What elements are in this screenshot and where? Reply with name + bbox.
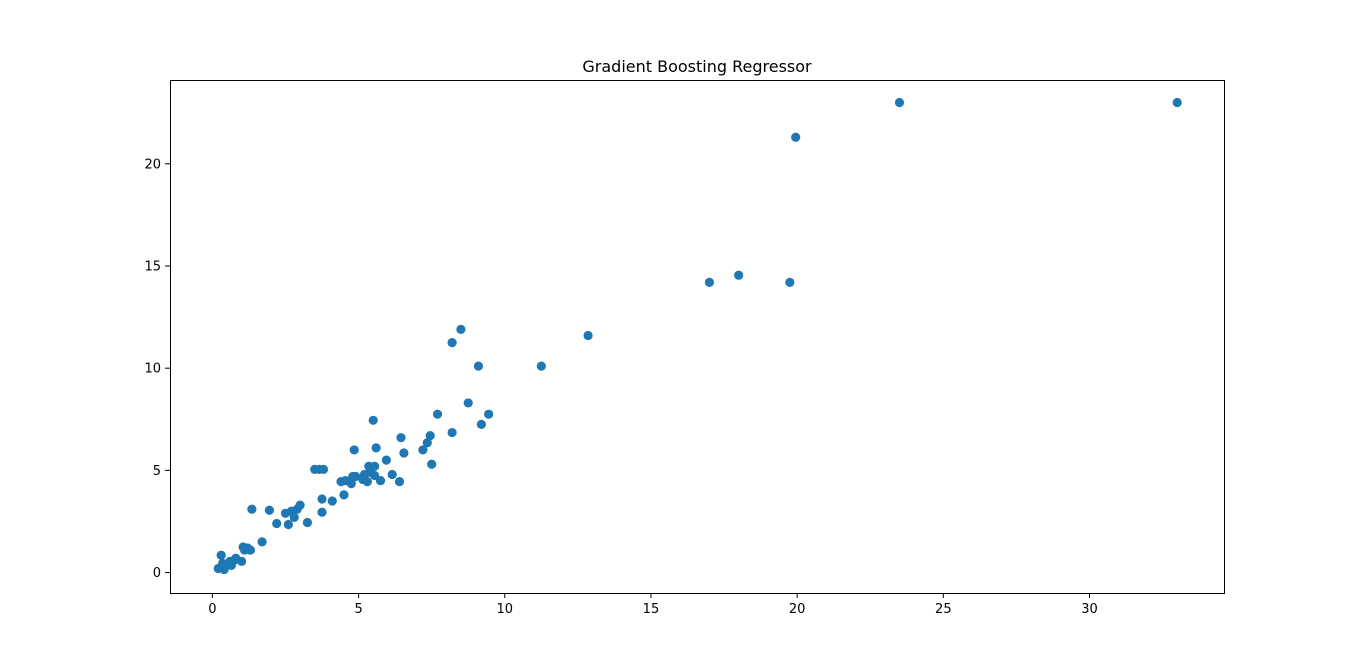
x-axis: 0 5 10 15 20 25 30 <box>208 593 1098 617</box>
scatter-point <box>368 415 378 425</box>
scatter-point <box>396 433 406 443</box>
scatter-point <box>216 550 226 560</box>
scatter-point <box>346 479 356 489</box>
scatter-point <box>704 277 715 287</box>
scatter-point <box>422 438 432 448</box>
scatter-point <box>432 409 443 419</box>
scatter-point <box>734 270 744 280</box>
scatter-point <box>425 431 435 441</box>
scatter-point <box>302 517 313 528</box>
chart-title: Gradient Boosting Regressor <box>582 57 812 76</box>
scatter-point <box>375 475 386 486</box>
scatter-point <box>371 443 381 453</box>
scatter-point <box>289 512 299 522</box>
y-tick-label: 20 <box>144 157 161 172</box>
y-tick-label: 0 <box>153 566 161 581</box>
scatter-point <box>283 519 294 530</box>
scatter-point <box>785 277 795 287</box>
y-axis: 0 5 10 15 20 <box>144 157 170 581</box>
scatter-point <box>399 448 409 458</box>
scatter-point <box>245 545 256 555</box>
scatter-point <box>418 445 428 455</box>
scatter-point <box>339 490 349 500</box>
scatter-point <box>536 361 546 371</box>
scatter-point <box>318 464 329 474</box>
scatter-point <box>484 409 494 419</box>
x-tick-label: 15 <box>643 602 660 617</box>
scatter-point <box>476 419 486 429</box>
scatter-point <box>349 445 359 455</box>
x-tick-label: 30 <box>1081 602 1098 617</box>
scatter-point <box>237 556 247 566</box>
y-tick-label: 5 <box>153 464 161 479</box>
scatter-point <box>447 427 457 438</box>
scatter-point <box>791 132 801 142</box>
scatter-point <box>247 504 257 514</box>
scatter-point <box>351 471 361 482</box>
scatter-points <box>213 97 1182 575</box>
scatter-point <box>387 469 397 480</box>
y-tick-label: 10 <box>144 362 161 377</box>
scatter-point <box>362 477 372 487</box>
scatter-point <box>264 505 275 515</box>
x-tick-label: 5 <box>354 602 362 617</box>
y-tick-label: 15 <box>144 259 161 274</box>
scatter-point <box>583 330 593 341</box>
scatter-point <box>394 477 405 487</box>
scatter-point <box>456 324 466 334</box>
scatter-point <box>427 459 437 469</box>
scatter-point <box>317 494 327 504</box>
scatter-point <box>327 496 337 506</box>
scatter-point <box>370 461 380 471</box>
scatter-point <box>1172 97 1182 108</box>
scatter-point <box>257 537 267 547</box>
scatter-point <box>381 455 391 465</box>
scatter-point <box>295 500 305 510</box>
scatter-point <box>894 97 905 108</box>
plot-area-frame <box>170 80 1225 594</box>
x-tick-label: 20 <box>789 602 806 617</box>
scatter-point <box>473 361 484 371</box>
x-tick-label: 25 <box>935 602 952 617</box>
x-tick-label: 0 <box>208 602 216 617</box>
scatter-point <box>272 518 282 529</box>
x-tick-label: 10 <box>496 602 513 617</box>
scatter-point <box>447 338 457 348</box>
scatter-point <box>317 507 327 517</box>
scatter-point <box>463 398 473 408</box>
